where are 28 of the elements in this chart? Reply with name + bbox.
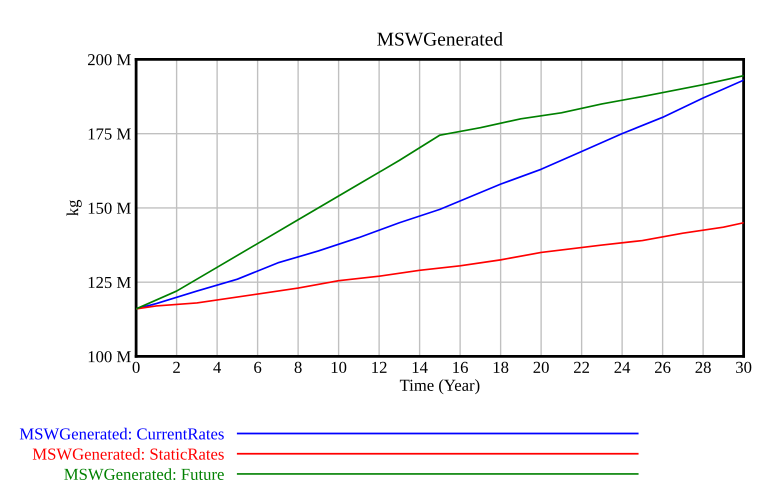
text: MSWGenerated: Future [64,468,224,480]
x-tick-label: 24 [614,362,630,373]
text: MSWGenerated: StaticRates [32,448,224,460]
x-tick-label: 12 [372,362,387,373]
chart-title: MSWGenerated [377,32,503,46]
y-tick-label: 125 M [88,276,131,288]
x-tick-label: 22 [574,362,590,373]
y-tick-label: 175 M [88,128,131,140]
x-tick-label: 8 [294,362,302,373]
text: MSWGenerated: CurrentRates [20,428,224,440]
x-tick-label: 26 [655,362,670,373]
x-tick-label: 16 [453,362,468,373]
y-tick-label: 200 M [88,54,131,66]
y-tick-label: 150 M [88,202,131,214]
x-tick-label: 14 [412,362,428,373]
x-tick-label: 4 [213,362,222,373]
y-tick-label: 100 M [88,351,131,362]
x-tick-label: 30 [736,362,752,373]
x-tick-label: 6 [254,362,262,373]
x-axis-title: Time (Year) [400,379,480,394]
line-series [136,222,744,310]
x-tick-label: 20 [534,362,549,373]
x-tick-label: 28 [696,362,711,373]
y-axis-title: kg [66,200,82,216]
x-tick-label: 0 [132,362,140,373]
x-tick-label: 2 [173,362,180,373]
x-tick-label: 10 [332,362,346,373]
x-tick-label: 18 [494,362,508,373]
